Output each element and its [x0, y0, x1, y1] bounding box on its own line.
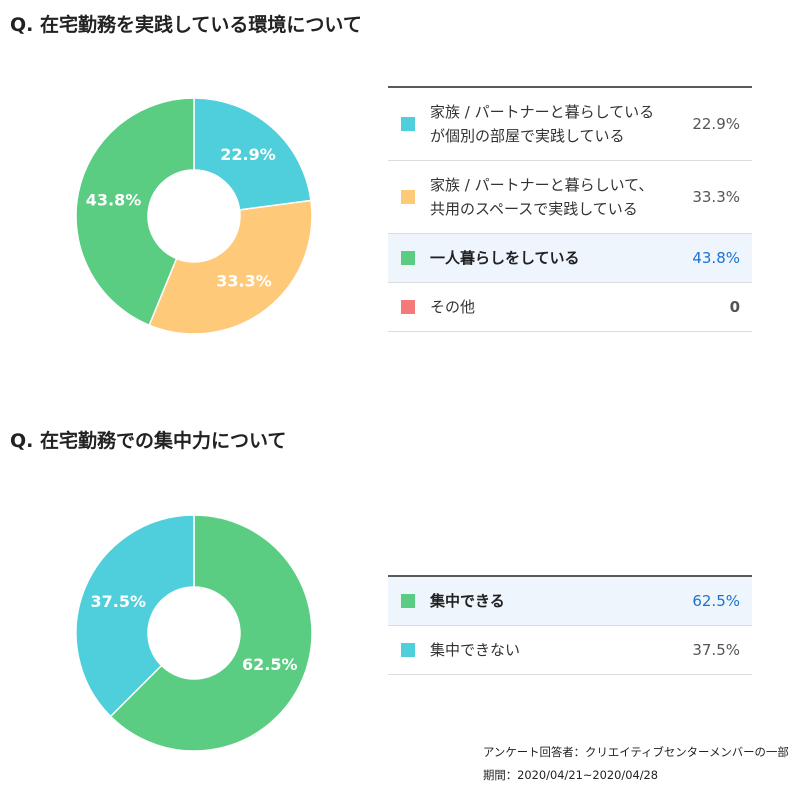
slice-label-1: 37.5%: [90, 592, 146, 611]
legend-value: 37.5%: [692, 641, 740, 659]
donut-slice-2: [75, 97, 195, 327]
footer-period: 期間：2020/04/21~2020/04/28: [483, 768, 659, 782]
legend-swatch: [401, 300, 415, 314]
legend-label: 集中できる: [430, 592, 505, 610]
legend-value: 0: [729, 298, 740, 316]
legend-label: 集中できない: [430, 641, 521, 659]
legend-row-3: その他 0: [388, 283, 752, 332]
legend-row-0: 集中できる 62.5%: [388, 577, 752, 626]
donut-slice-0: [109, 514, 313, 752]
legend-value: 33.3%: [692, 188, 740, 206]
legend-label: その他: [430, 298, 476, 316]
survey-footer: アンケート回答者：クリエイティブセンターメンバーの一部 期間：2020/04/2…: [483, 741, 789, 787]
legend-swatch: [401, 117, 415, 131]
legend-label: 家族 / パートナーと暮らしている が個別の部屋で実践している: [430, 103, 655, 145]
slice-label-0: 22.9%: [220, 145, 276, 164]
donut-chart-concentration: 62.5% 37.5%: [75, 514, 313, 752]
slice-label-0: 62.5%: [242, 655, 298, 674]
legend-table-concentration: 集中できる 62.5% 集中できない 37.5%: [388, 575, 752, 675]
legend-value: 62.5%: [692, 592, 740, 610]
legend-row-2: 一人暮らしをしている 43.8%: [388, 234, 752, 283]
slice-label-2: 43.8%: [86, 191, 142, 210]
chart-title-concentration: Q. 在宅勤務での集中力について: [10, 430, 287, 452]
slice-label-1: 33.3%: [216, 271, 272, 290]
legend-swatch: [401, 594, 415, 608]
legend-swatch: [401, 190, 415, 204]
legend-value: 43.8%: [692, 249, 740, 267]
donut-slice-1: [148, 199, 313, 335]
legend-row-1: 家族 / パートナーと暮らしいて、 共用のスペースで実践している 33.3%: [388, 161, 752, 234]
chart-title-environment: Q. 在宅勤務を実践している環境について: [10, 14, 362, 36]
legend-row-1: 集中できない 37.5%: [388, 626, 752, 675]
legend-label: 家族 / パートナーと暮らしいて、 共用のスペースで実践している: [430, 176, 654, 218]
legend-swatch: [401, 251, 415, 265]
donut-chart-environment: 22.9% 33.3% 43.8%: [75, 97, 313, 335]
donut-slice-1: [75, 514, 195, 718]
legend-label: 一人暮らしをしている: [430, 249, 580, 267]
legend-table-environment: 家族 / パートナーと暮らしている が個別の部屋で実践している 22.9% 家族 /…: [388, 86, 752, 332]
legend-swatch: [401, 643, 415, 657]
legend-value: 22.9%: [692, 115, 740, 133]
legend-row-0: 家族 / パートナーと暮らしている が個別の部屋で実践している 22.9%: [388, 88, 752, 161]
donut-slice-0: [193, 97, 312, 211]
footer-respondents: アンケート回答者：クリエイティブセンターメンバーの一部: [483, 745, 789, 759]
